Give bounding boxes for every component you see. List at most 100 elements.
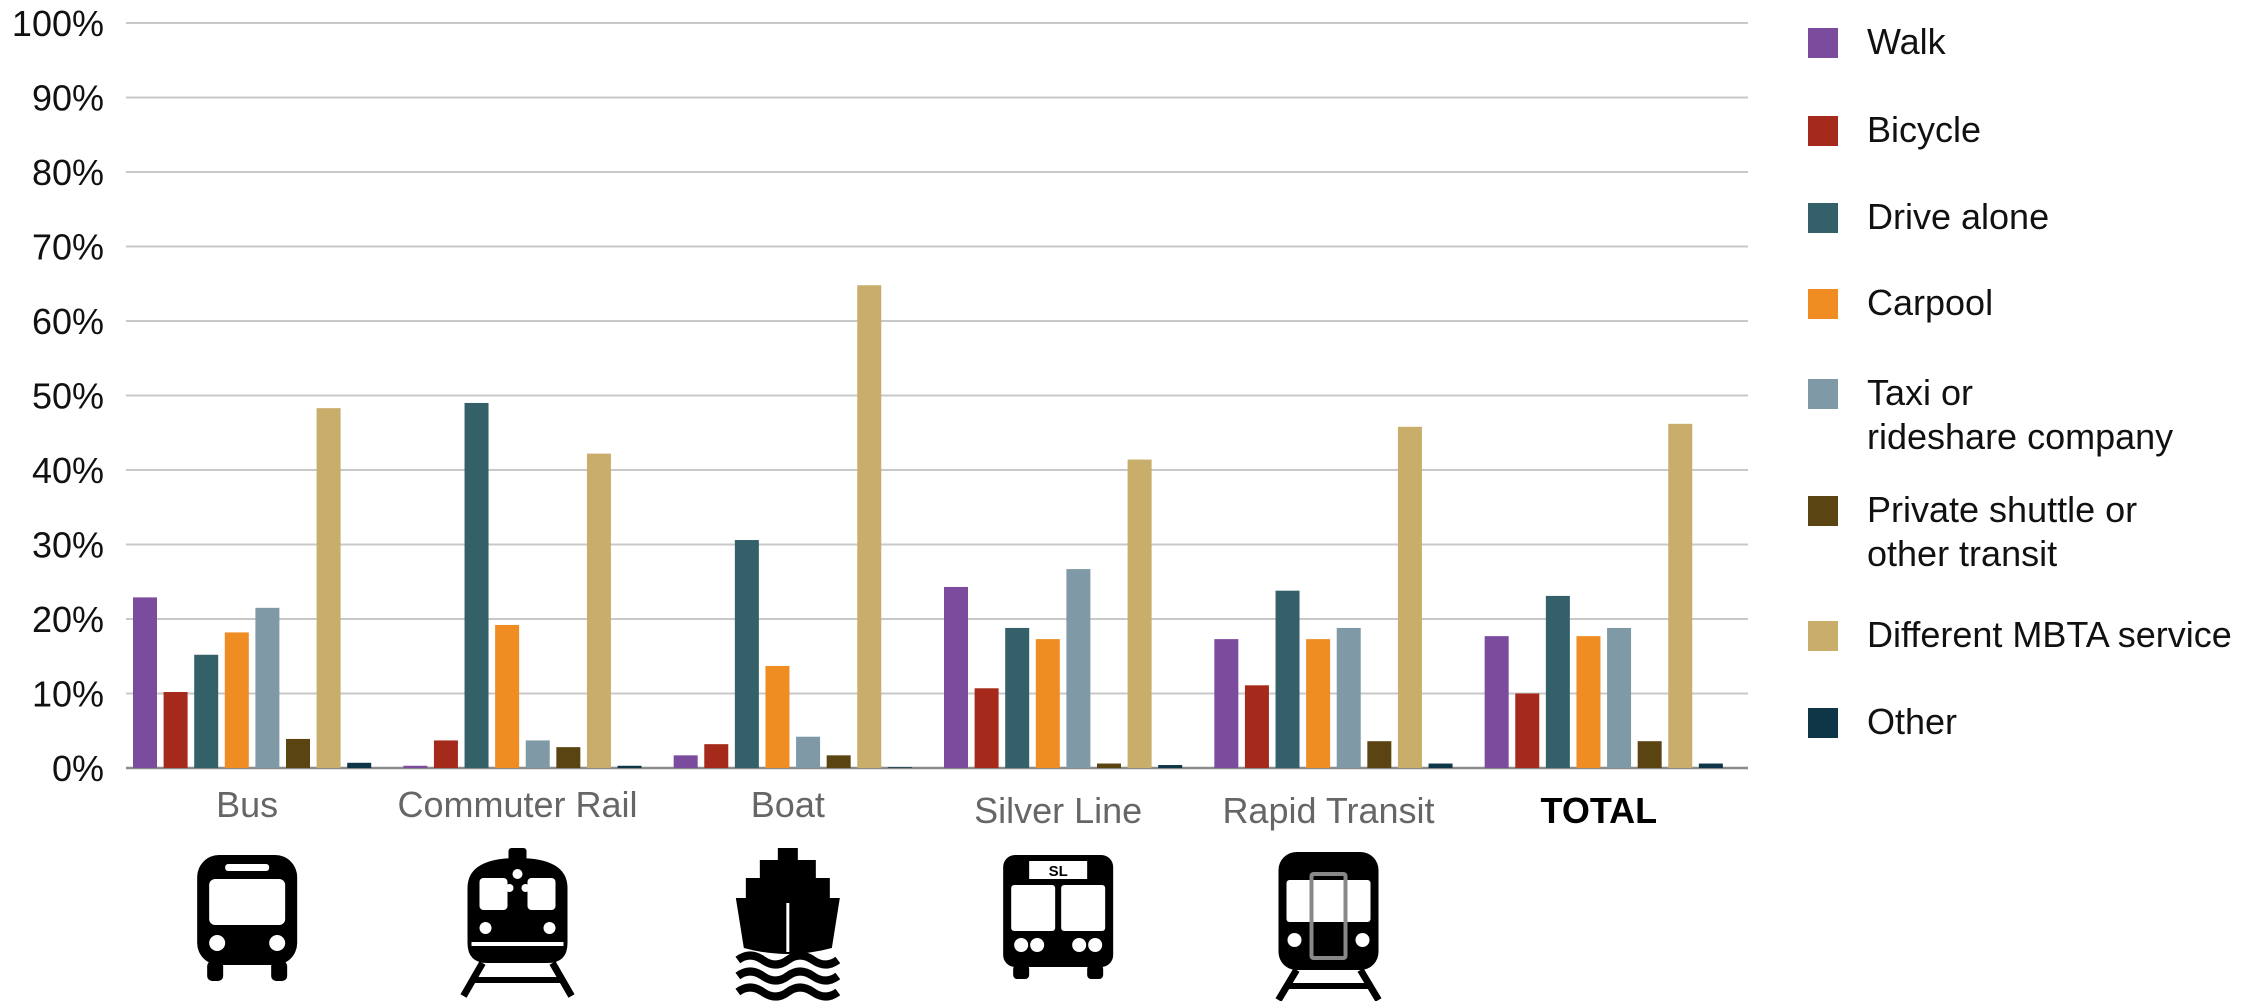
bar-different-mbta-service-silver-line bbox=[1127, 459, 1152, 768]
y-tick-label: 60% bbox=[32, 301, 104, 342]
bus-icon bbox=[197, 855, 298, 981]
legend-label: Other bbox=[1867, 701, 1957, 742]
y-tick-label: 20% bbox=[32, 599, 104, 640]
bar-walk-silver-line bbox=[944, 586, 968, 768]
bar-bicycle-bus bbox=[163, 692, 188, 768]
bar-walk-boat bbox=[673, 755, 698, 768]
y-tick-label: 90% bbox=[32, 78, 104, 119]
boat-icon bbox=[735, 848, 841, 1001]
rail-headlight bbox=[479, 922, 492, 934]
boat-wave bbox=[735, 967, 841, 985]
gridlines bbox=[126, 22, 1748, 770]
rt-windshield bbox=[1286, 880, 1371, 922]
legend-item-walk: Walk bbox=[1808, 21, 1947, 62]
legend-label: Different MBTA service bbox=[1867, 614, 2232, 655]
sl-window bbox=[1011, 885, 1056, 931]
bar-private-shuttle-or-other-transit-boat bbox=[826, 755, 851, 768]
bar-carpool-total bbox=[1576, 636, 1601, 768]
bus-headlight bbox=[209, 935, 226, 951]
bar-drive-alone-bus bbox=[194, 654, 219, 768]
category-label-silver-line: Silver Line bbox=[974, 790, 1142, 831]
legend-item-taxi-or-rideshare-company: Taxi or rideshare company bbox=[1808, 372, 2173, 457]
commuter-rail-icon bbox=[460, 848, 575, 998]
legend-label: Private shuttle or other transit bbox=[1867, 489, 2137, 574]
rt-door bbox=[1309, 872, 1348, 960]
legend-swatch bbox=[1808, 116, 1838, 146]
sl-headlight bbox=[1014, 938, 1029, 952]
sl-headlight bbox=[1088, 938, 1103, 952]
bar-walk-commuter-rail bbox=[403, 765, 428, 768]
bar-drive-alone-boat bbox=[734, 540, 759, 768]
y-axis: 0% 10% 20% 30% 40% 50% 60% 70% 80% 90% 100% bbox=[12, 3, 104, 789]
sl-window bbox=[1061, 885, 1106, 931]
legend-label: Carpool bbox=[1867, 282, 1993, 323]
legend-swatch bbox=[1808, 28, 1838, 58]
legend-swatch bbox=[1808, 496, 1838, 526]
legend-label: Walk bbox=[1867, 21, 1947, 62]
bar-other-rapid-transit bbox=[1428, 763, 1453, 768]
bar-drive-alone-rapid-transit bbox=[1275, 590, 1300, 768]
y-tick-label: 40% bbox=[32, 450, 104, 491]
legend-label: Bicycle bbox=[1867, 109, 1981, 150]
legend-label: Drive alone bbox=[1867, 196, 2049, 237]
y-tick-label: 70% bbox=[32, 227, 104, 268]
bar-other-bus bbox=[347, 762, 372, 768]
bar-bicycle-rapid-transit bbox=[1244, 685, 1269, 768]
legend-swatch bbox=[1808, 203, 1838, 233]
rail-window bbox=[479, 878, 508, 910]
rail-window bbox=[527, 878, 556, 910]
rail-light bbox=[512, 869, 523, 879]
bar-different-mbta-service-commuter-rail bbox=[586, 453, 611, 768]
sl-headlight bbox=[1072, 938, 1087, 952]
legend-swatch bbox=[1808, 708, 1838, 738]
bar-carpool-commuter-rail bbox=[495, 624, 520, 768]
legend-item-other: Other bbox=[1808, 701, 1957, 742]
legend-item-private-shuttle-or-other-transit: Private shuttle or other transit bbox=[1808, 489, 2137, 574]
category-label-boat: Boat bbox=[751, 784, 825, 825]
bar-drive-alone-commuter-rail bbox=[464, 402, 489, 768]
legend-swatch bbox=[1808, 289, 1838, 319]
legend-item-drive-alone: Drive alone bbox=[1808, 196, 2049, 237]
bar-drive-alone-silver-line bbox=[1005, 627, 1030, 768]
rail-stripe bbox=[471, 942, 564, 946]
bar-walk-total bbox=[1484, 636, 1509, 768]
bus-wheel bbox=[207, 961, 224, 981]
bar-walk-rapid-transit bbox=[1214, 639, 1239, 768]
bar-taxi-or-rideshare-company-rapid-transit bbox=[1336, 627, 1361, 768]
bus-headlight bbox=[269, 935, 286, 951]
bar-bicycle-commuter-rail bbox=[433, 740, 458, 768]
bar-bicycle-silver-line bbox=[974, 688, 999, 768]
category-label-bus: Bus bbox=[216, 784, 278, 825]
boat-wave bbox=[735, 983, 841, 1001]
boat-cabin bbox=[745, 878, 830, 898]
bar-bicycle-total bbox=[1515, 693, 1540, 768]
legend-swatch bbox=[1808, 621, 1838, 651]
sl-bus-body bbox=[1003, 855, 1114, 967]
y-tick-label: 100% bbox=[12, 3, 104, 44]
bar-carpool-boat bbox=[765, 665, 790, 768]
category-icons: SL bbox=[197, 848, 1382, 1002]
bar-taxi-or-rideshare-company-boat bbox=[796, 736, 821, 768]
bar-different-mbta-service-rapid-transit bbox=[1397, 426, 1422, 768]
legend: Walk Bicycle Drive alone Carpool Taxi or ride… bbox=[1808, 21, 2232, 742]
category-label-total: TOTAL bbox=[1541, 790, 1658, 831]
rt-headlight bbox=[1287, 933, 1302, 947]
bar-private-shuttle-or-other-transit-silver-line bbox=[1097, 763, 1121, 768]
boat-mast bbox=[777, 848, 798, 860]
bar-private-shuttle-or-other-transit-bus bbox=[286, 738, 310, 768]
legend-label: Taxi or rideshare company bbox=[1867, 372, 2173, 457]
bus-wheel bbox=[271, 961, 288, 981]
bar-other-boat bbox=[887, 767, 912, 768]
legend-item-bicycle: Bicycle bbox=[1808, 109, 1981, 150]
legend-item-carpool: Carpool bbox=[1808, 282, 1993, 323]
rt-headlight bbox=[1355, 933, 1370, 947]
legend-item-different-mbta-service: Different MBTA service bbox=[1808, 614, 2232, 655]
bus-sign bbox=[225, 864, 270, 871]
bar-drive-alone-total bbox=[1545, 595, 1570, 768]
bar-taxi-or-rideshare-company-commuter-rail bbox=[525, 740, 550, 768]
bar-carpool-silver-line bbox=[1035, 639, 1060, 768]
bar-other-total bbox=[1698, 763, 1723, 768]
sl-sign bbox=[1029, 861, 1088, 879]
silver-line-bus-icon: SL bbox=[1003, 855, 1114, 979]
